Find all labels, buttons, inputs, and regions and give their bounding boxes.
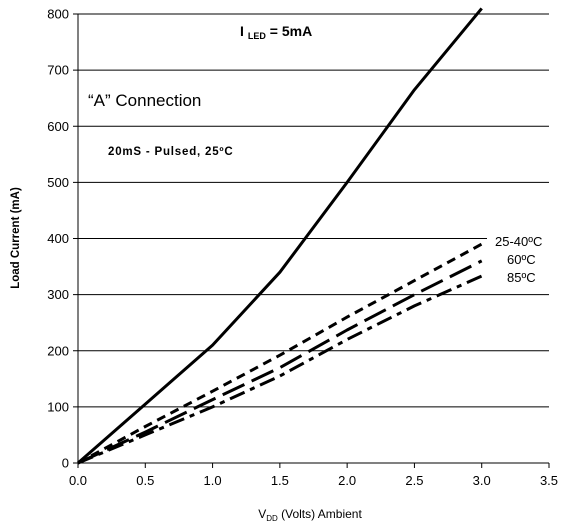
x-tick-label: 0.5 (136, 473, 154, 488)
x-tick-label: 3.0 (473, 473, 491, 488)
x-axis-label: VDD (Volts) Ambient (258, 507, 362, 523)
series-line-main (77, 7, 483, 465)
y-tick-label: 600 (47, 119, 69, 134)
series-line-85-C (77, 274, 483, 465)
x-tick-label: 2.0 (338, 473, 356, 488)
legend-label-60c: 60ºC (507, 252, 536, 267)
iled-annotation: I LED = 5mA (240, 23, 312, 41)
y-tick-label: 700 (47, 63, 69, 78)
x-tick-label: 2.5 (405, 473, 423, 488)
y-tick-label: 0 (62, 456, 69, 471)
connection-label-background (86, 86, 246, 114)
y-axis-label: Load Current (mA) (10, 187, 22, 289)
x-tick-label: 3.5 (540, 473, 558, 488)
x-tick-label: 1.0 (204, 473, 222, 488)
y-tick-label: 300 (47, 287, 69, 302)
series-line-60-C (77, 259, 483, 465)
connection-annotation: “A” Connection (88, 91, 201, 110)
x-tick-labels: 0.0 0.5 1.0 1.5 2.0 2.5 3.0 3.5 (69, 463, 558, 488)
legend-background (487, 232, 557, 288)
series-line-25-40-C (77, 242, 483, 465)
y-tick-label: 100 (47, 399, 69, 414)
y-tick-label: 400 (47, 231, 69, 246)
legend-label-85c: 85ºC (507, 270, 536, 285)
x-tick-label: 0.0 (69, 473, 87, 488)
iled-label-background (228, 18, 362, 40)
y-tick-label: 200 (47, 343, 69, 358)
legend-label-25-40c: 25-40ºC (495, 234, 542, 249)
pulsed-annotation: 20mS - Pulsed, 25ºC (108, 146, 234, 158)
gridlines (78, 13, 549, 408)
y-tick-label: 500 (47, 175, 69, 190)
x-tick-label: 1.5 (271, 473, 289, 488)
series-lines (77, 7, 483, 465)
y-tick-labels: 0 100 200 300 400 500 600 700 800 (47, 7, 78, 471)
y-tick-label: 800 (47, 7, 69, 22)
